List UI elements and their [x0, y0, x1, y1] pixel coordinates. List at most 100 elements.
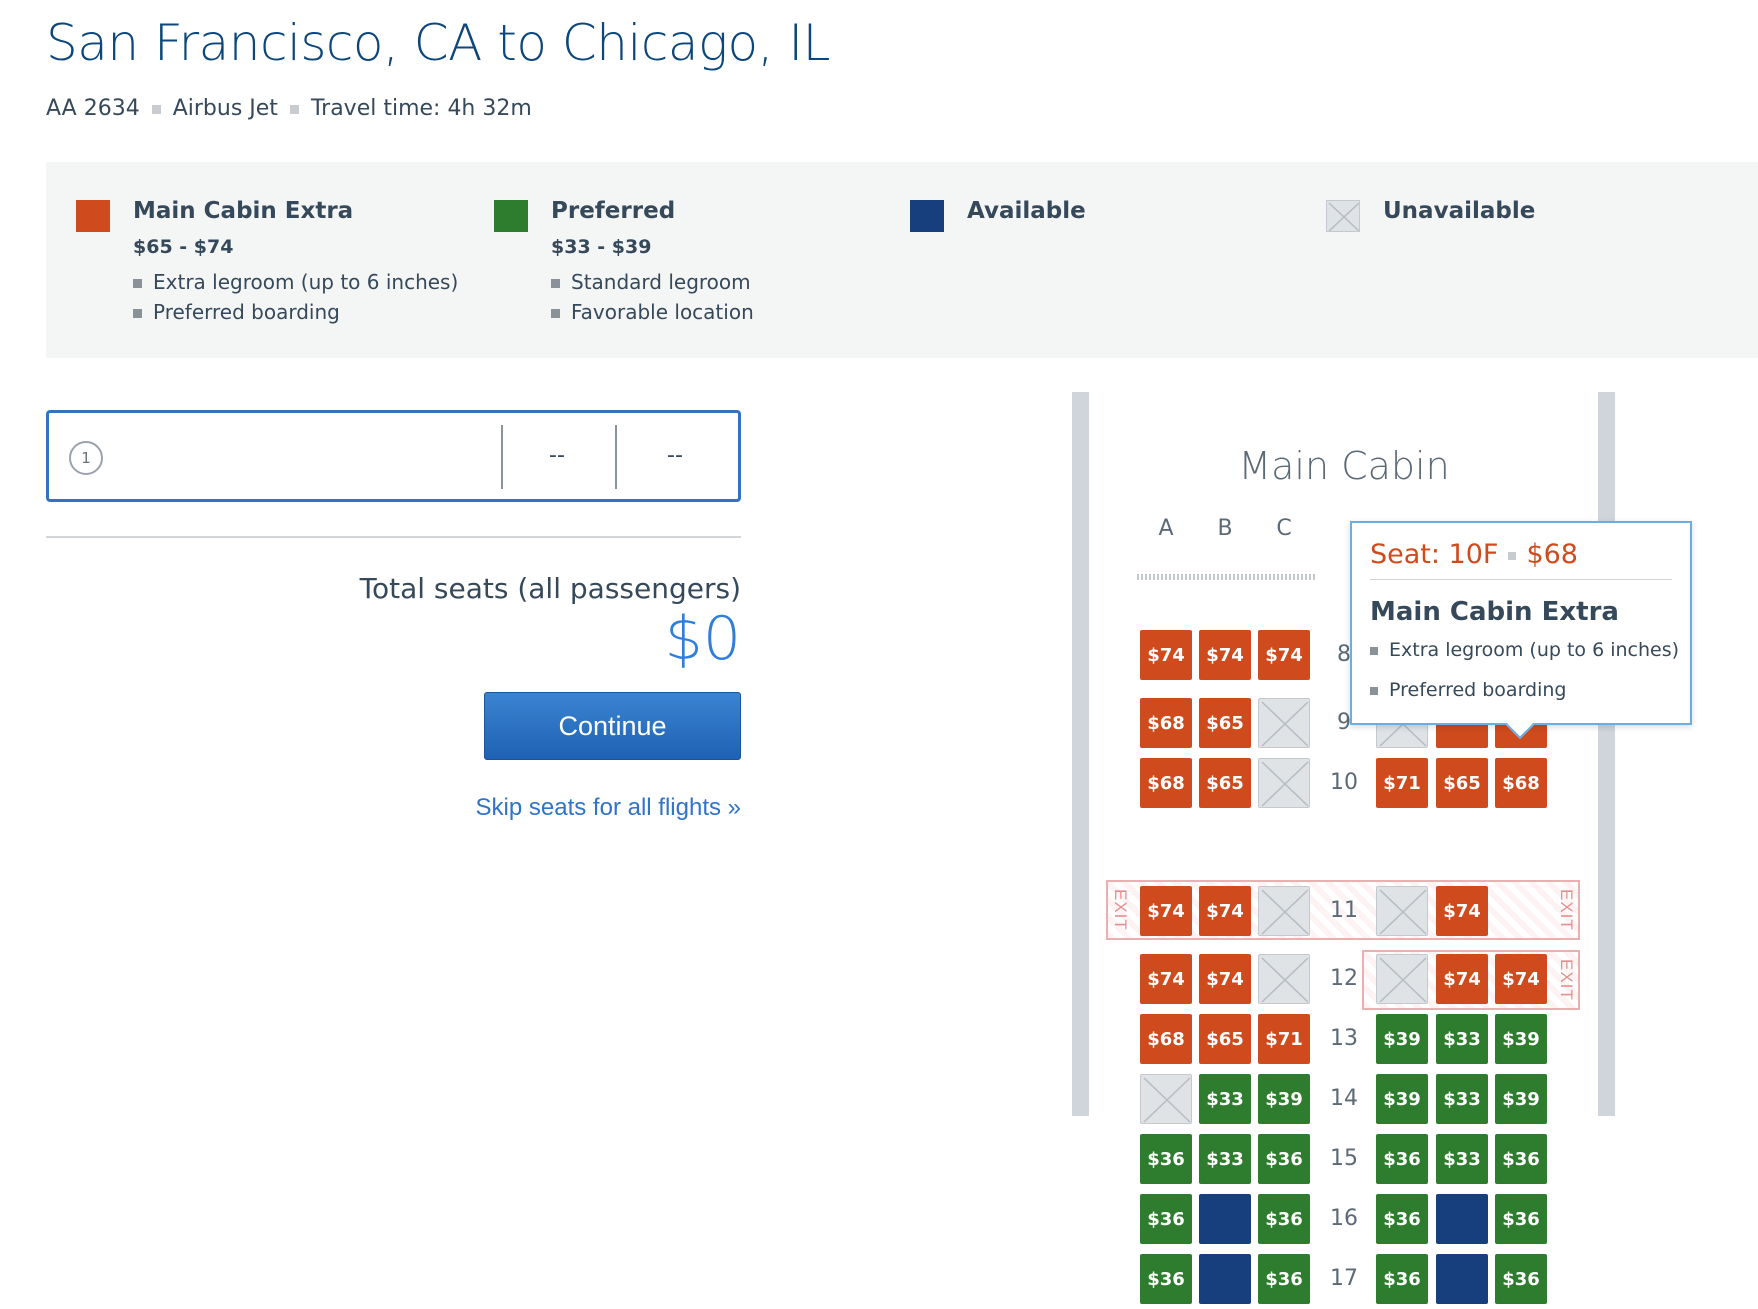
seat-14e[interactable]: $33 — [1436, 1074, 1488, 1124]
seat-12f[interactable]: $74 — [1495, 954, 1547, 1004]
passenger-seat-selector[interactable]: 1 -- -- — [46, 410, 741, 502]
seat-14f[interactable]: $39 — [1495, 1074, 1547, 1124]
legend-price: $33 - $39 — [551, 236, 652, 258]
seat-16e[interactable] — [1436, 1194, 1488, 1244]
seat-15b[interactable]: $33 — [1199, 1134, 1251, 1184]
seat-12e[interactable]: $74 — [1436, 954, 1488, 1004]
exit-label: EXIT — [1557, 959, 1576, 1001]
legend-feature: Extra legroom (up to 6 inches) — [133, 270, 458, 294]
seat-14c[interactable]: $39 — [1258, 1074, 1310, 1124]
seat-12b[interactable]: $74 — [1199, 954, 1251, 1004]
tooltip-title: Main Cabin Extra — [1370, 597, 1619, 627]
continue-button[interactable]: Continue — [484, 692, 741, 760]
seat-13b[interactable]: $65 — [1199, 1014, 1251, 1064]
page-title: San Francisco, CA to Chicago, IL — [46, 14, 830, 72]
blue-swatch — [910, 200, 944, 232]
seat-9b[interactable]: $65 — [1199, 698, 1251, 748]
seat-10e[interactable]: $65 — [1436, 758, 1488, 808]
flight-1-seat[interactable]: -- — [549, 443, 565, 468]
total-amount: $0 — [664, 604, 741, 674]
seat-11b[interactable]: $74 — [1199, 886, 1251, 936]
legend-feature: Standard legroom — [551, 270, 751, 294]
seat-9a[interactable]: $68 — [1140, 698, 1192, 748]
skip-seats-link[interactable]: Skip seats for all flights » — [475, 794, 741, 821]
seat-10f[interactable]: $68 — [1495, 758, 1547, 808]
unavailable-x-icon — [1261, 701, 1309, 747]
galley-divider — [1137, 574, 1315, 580]
seat-13e[interactable]: $33 — [1436, 1014, 1488, 1064]
seat-13c[interactable]: $71 — [1258, 1014, 1310, 1064]
seat-15d[interactable]: $36 — [1376, 1134, 1428, 1184]
seat-17d[interactable]: $36 — [1376, 1254, 1428, 1304]
orange-swatch — [76, 200, 110, 232]
column-letter-a: A — [1158, 516, 1174, 541]
divider — [1370, 579, 1672, 580]
green-swatch — [494, 200, 528, 232]
divider — [501, 425, 503, 489]
seat-13d[interactable]: $39 — [1376, 1014, 1428, 1064]
column-letter-c: C — [1276, 516, 1292, 541]
legend-feature: Favorable location — [551, 300, 754, 324]
seat-12d — [1376, 954, 1428, 1004]
row-number: 16 — [1330, 1206, 1358, 1231]
column-letter-b: B — [1217, 516, 1233, 541]
seat-17a[interactable]: $36 — [1140, 1254, 1192, 1304]
seat-12c — [1258, 954, 1310, 1004]
exit-label: EXIT — [1557, 889, 1576, 931]
seat-8a[interactable]: $74 — [1140, 630, 1192, 680]
tooltip-header: Seat: 10F $68 — [1370, 539, 1578, 570]
seat-8c[interactable]: $74 — [1258, 630, 1310, 680]
seat-15a[interactable]: $36 — [1140, 1134, 1192, 1184]
legend-price: $65 - $74 — [133, 236, 234, 258]
unavailable-x-icon — [1379, 889, 1427, 935]
legend-title: Preferred — [551, 198, 676, 224]
seat-16f[interactable]: $36 — [1495, 1194, 1547, 1244]
flight-2-seat[interactable]: -- — [667, 443, 683, 468]
tooltip-feature: Preferred boarding — [1370, 679, 1567, 701]
separator — [151, 104, 161, 114]
legend-feature: Preferred boarding — [133, 300, 340, 324]
seat-16a[interactable]: $36 — [1140, 1194, 1192, 1244]
seat-14a — [1140, 1074, 1192, 1124]
seat-9c — [1258, 698, 1310, 748]
seat-14d[interactable]: $39 — [1376, 1074, 1428, 1124]
legend-title: Available — [967, 198, 1086, 224]
unavailable-x-icon — [1261, 889, 1309, 935]
seat-17b[interactable] — [1199, 1254, 1251, 1304]
seat-10a[interactable]: $68 — [1140, 758, 1192, 808]
seat-11d — [1376, 886, 1428, 936]
seat-15f[interactable]: $36 — [1495, 1134, 1547, 1184]
total-seats-label: Total seats (all passengers) — [359, 572, 741, 605]
seat-13f[interactable]: $39 — [1495, 1014, 1547, 1064]
unavailable-x-icon — [1143, 1077, 1191, 1123]
seat-11e[interactable]: $74 — [1436, 886, 1488, 936]
seat-15c[interactable]: $36 — [1258, 1134, 1310, 1184]
legend-title: Unavailable — [1383, 198, 1536, 224]
divider — [615, 425, 617, 489]
seat-tooltip: Seat: 10F $68 Main Cabin Extra Extra legr… — [1350, 521, 1692, 740]
seat-16b[interactable] — [1199, 1194, 1251, 1244]
row-number: 9 — [1337, 710, 1351, 735]
travel-time: Travel time: 4h 32m — [310, 96, 532, 121]
seat-17f[interactable]: $36 — [1495, 1254, 1547, 1304]
flight-number: AA 2634 — [46, 96, 140, 121]
seat-8b[interactable]: $74 — [1199, 630, 1251, 680]
fuselage-wall-right — [1598, 392, 1615, 1116]
seat-14b[interactable]: $33 — [1199, 1074, 1251, 1124]
seat-10d[interactable]: $71 — [1376, 758, 1428, 808]
seat-16c[interactable]: $36 — [1258, 1194, 1310, 1244]
seat-11c — [1258, 886, 1310, 936]
row-number: 10 — [1330, 770, 1358, 795]
seat-17e[interactable] — [1436, 1254, 1488, 1304]
cabin-title: Main Cabin — [1238, 444, 1450, 488]
row-number: 8 — [1337, 642, 1351, 667]
fuselage-wall-left — [1072, 392, 1089, 1116]
seat-17c[interactable]: $36 — [1258, 1254, 1310, 1304]
flight-info: AA 2634 Airbus Jet Travel time: 4h 32m — [46, 96, 532, 121]
seat-15e[interactable]: $33 — [1436, 1134, 1488, 1184]
seat-12a[interactable]: $74 — [1140, 954, 1192, 1004]
seat-11a[interactable]: $74 — [1140, 886, 1192, 936]
seat-13a[interactable]: $68 — [1140, 1014, 1192, 1064]
seat-16d[interactable]: $36 — [1376, 1194, 1428, 1244]
seat-10b[interactable]: $65 — [1199, 758, 1251, 808]
